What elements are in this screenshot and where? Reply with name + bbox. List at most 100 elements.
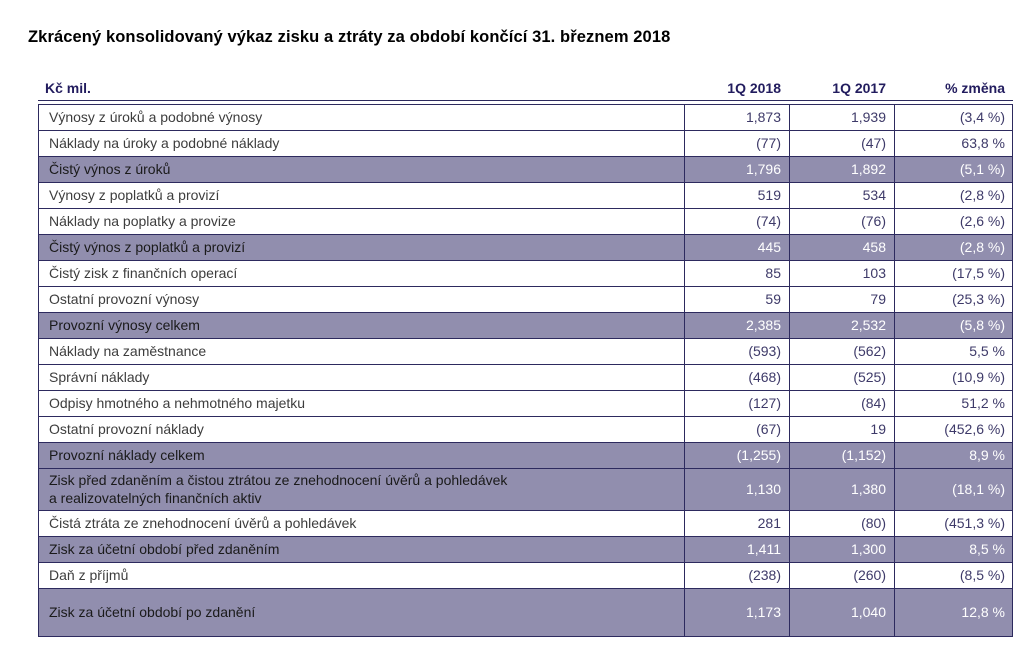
- row-value-1q2018: 2,385: [684, 313, 789, 338]
- column-header-unit: Kč mil.: [45, 80, 91, 96]
- row-value-1q2018: (468): [684, 365, 789, 390]
- table-row: Provozní náklady celkem (1,255) (1,152) …: [39, 443, 1012, 469]
- row-label: Zisk před zdaněním a čistou ztrátou ze z…: [49, 472, 508, 506]
- row-value-1q2018: 1,796: [684, 157, 789, 182]
- row-value-1q2017: (525): [789, 365, 894, 390]
- table-header: Kč mil. 1Q 2018 1Q 2017 % změna: [38, 80, 1013, 101]
- row-value-change: (8,5 %): [894, 563, 1013, 588]
- table-body: Výnosy z úroků a podobné výnosy 1,873 1,…: [38, 104, 1013, 637]
- row-value-1q2018: (77): [684, 131, 789, 156]
- table-row: Čistý výnos z poplatků a provizí 445 458…: [39, 235, 1012, 261]
- row-label: Náklady na poplatky a provize: [49, 212, 236, 229]
- page-title: Zkrácený konsolidovaný výkaz zisku a ztr…: [28, 28, 671, 46]
- row-value-change: (18,1 %): [894, 469, 1013, 510]
- row-label: Daň z příjmů: [49, 566, 129, 583]
- income-statement-table: Kč mil. 1Q 2018 1Q 2017 % změna Výnosy z…: [38, 80, 1013, 637]
- table-row: Čistý zisk z finančních operací 85 103 (…: [39, 261, 1012, 287]
- row-label: Správní náklady: [49, 368, 150, 385]
- row-value-change: (3,4 %): [894, 105, 1013, 130]
- table-row: Zisk před zdaněním a čistou ztrátou ze z…: [39, 469, 1012, 511]
- row-label: Čistý výnos z poplatků a provizí: [49, 238, 246, 255]
- row-value-1q2018: 85: [684, 261, 789, 286]
- row-value-1q2018: (1,255): [684, 443, 789, 468]
- row-value-1q2018: 1,411: [684, 537, 789, 562]
- column-header-1q2017: 1Q 2017: [832, 80, 886, 96]
- row-value-1q2017: 103: [789, 261, 894, 286]
- row-value-1q2018: 1,130: [684, 469, 789, 510]
- row-value-1q2017: (1,152): [789, 443, 894, 468]
- row-value-1q2018: (74): [684, 209, 789, 234]
- row-value-change: (17,5 %): [894, 261, 1013, 286]
- table-row: Zisk za účetní období před zdaněním 1,41…: [39, 537, 1012, 563]
- row-value-1q2018: 1,173: [684, 589, 789, 636]
- row-value-change: (2,8 %): [894, 235, 1013, 260]
- table-row: Náklady na zaměstnance (593) (562) 5,5 %: [39, 339, 1012, 365]
- row-value-1q2018: 281: [684, 511, 789, 536]
- row-value-1q2018: 445: [684, 235, 789, 260]
- row-label: Výnosy z úroků a podobné výnosy: [49, 108, 263, 125]
- table-row: Čistá ztráta ze znehodnocení úvěrů a poh…: [39, 511, 1012, 537]
- row-label: Provozní výnosy celkem: [49, 316, 200, 333]
- row-label: Čistý zisk z finančních operací: [49, 264, 238, 281]
- row-label: Výnosy z poplatků a provizí: [49, 186, 220, 203]
- row-value-change: 63,8 %: [894, 131, 1013, 156]
- row-value-1q2017: 1,380: [789, 469, 894, 510]
- column-header-1q2018: 1Q 2018: [727, 80, 781, 96]
- column-header-change: % změna: [945, 80, 1005, 96]
- row-label: Čistá ztráta ze znehodnocení úvěrů a poh…: [49, 514, 357, 531]
- row-label: Zisk za účetní období po zdanění: [49, 603, 256, 620]
- row-value-1q2018: 59: [684, 287, 789, 312]
- row-value-1q2017: 2,532: [789, 313, 894, 338]
- table-row: Výnosy z poplatků a provizí 519 534 (2,8…: [39, 183, 1012, 209]
- row-value-1q2017: 1,939: [789, 105, 894, 130]
- row-value-change: (5,8 %): [894, 313, 1013, 338]
- table-row: Výnosy z úroků a podobné výnosy 1,873 1,…: [39, 105, 1012, 131]
- row-value-change: (2,8 %): [894, 183, 1013, 208]
- row-value-1q2017: 1,892: [789, 157, 894, 182]
- row-label: Ostatní provozní náklady: [49, 420, 204, 437]
- row-value-1q2017: (80): [789, 511, 894, 536]
- row-value-1q2017: (47): [789, 131, 894, 156]
- row-label: Náklady na zaměstnance: [49, 342, 207, 359]
- row-value-1q2017: (260): [789, 563, 894, 588]
- row-label: Odpisy hmotného a nehmotného majetku: [49, 394, 306, 411]
- table-row: Čistý výnos z úroků 1,796 1,892 (5,1 %): [39, 157, 1012, 183]
- row-value-1q2017: (76): [789, 209, 894, 234]
- row-value-1q2018: (593): [684, 339, 789, 364]
- row-value-change: 8,5 %: [894, 537, 1013, 562]
- row-value-change: (451,3 %): [894, 511, 1013, 536]
- table-row: Provozní výnosy celkem 2,385 2,532 (5,8 …: [39, 313, 1012, 339]
- table-row: Daň z příjmů (238) (260) (8,5 %): [39, 563, 1012, 589]
- table-row: Správní náklady (468) (525) (10,9 %): [39, 365, 1012, 391]
- row-value-1q2018: 1,873: [684, 105, 789, 130]
- row-value-1q2018: (127): [684, 391, 789, 416]
- row-value-change: (2,6 %): [894, 209, 1013, 234]
- row-value-1q2017: 19: [789, 417, 894, 442]
- row-value-change: (5,1 %): [894, 157, 1013, 182]
- table-row: Náklady na úroky a podobné náklady (77) …: [39, 131, 1012, 157]
- row-value-1q2017: 1,040: [789, 589, 894, 636]
- row-label: Čistý výnos z úroků: [49, 160, 171, 177]
- table-row: Zisk za účetní období po zdanění 1,173 1…: [39, 589, 1012, 636]
- table-row: Ostatní provozní výnosy 59 79 (25,3 %): [39, 287, 1012, 313]
- row-value-change: 8,9 %: [894, 443, 1013, 468]
- row-value-change: (10,9 %): [894, 365, 1013, 390]
- row-value-1q2017: (562): [789, 339, 894, 364]
- row-label: Provozní náklady celkem: [49, 446, 205, 463]
- row-value-change: (25,3 %): [894, 287, 1013, 312]
- row-value-1q2017: (84): [789, 391, 894, 416]
- row-label: Náklady na úroky a podobné náklady: [49, 134, 280, 151]
- row-value-change: (452,6 %): [894, 417, 1013, 442]
- table-row: Ostatní provozní náklady (67) 19 (452,6 …: [39, 417, 1012, 443]
- row-value-1q2017: 1,300: [789, 537, 894, 562]
- row-value-1q2018: (238): [684, 563, 789, 588]
- table-row: Náklady na poplatky a provize (74) (76) …: [39, 209, 1012, 235]
- row-value-1q2018: (67): [684, 417, 789, 442]
- row-value-1q2018: 519: [684, 183, 789, 208]
- row-value-change: 5,5 %: [894, 339, 1013, 364]
- row-value-1q2017: 534: [789, 183, 894, 208]
- row-value-change: 51,2 %: [894, 391, 1013, 416]
- row-label: Zisk za účetní období před zdaněním: [49, 540, 280, 557]
- table-row: Odpisy hmotného a nehmotného majetku (12…: [39, 391, 1012, 417]
